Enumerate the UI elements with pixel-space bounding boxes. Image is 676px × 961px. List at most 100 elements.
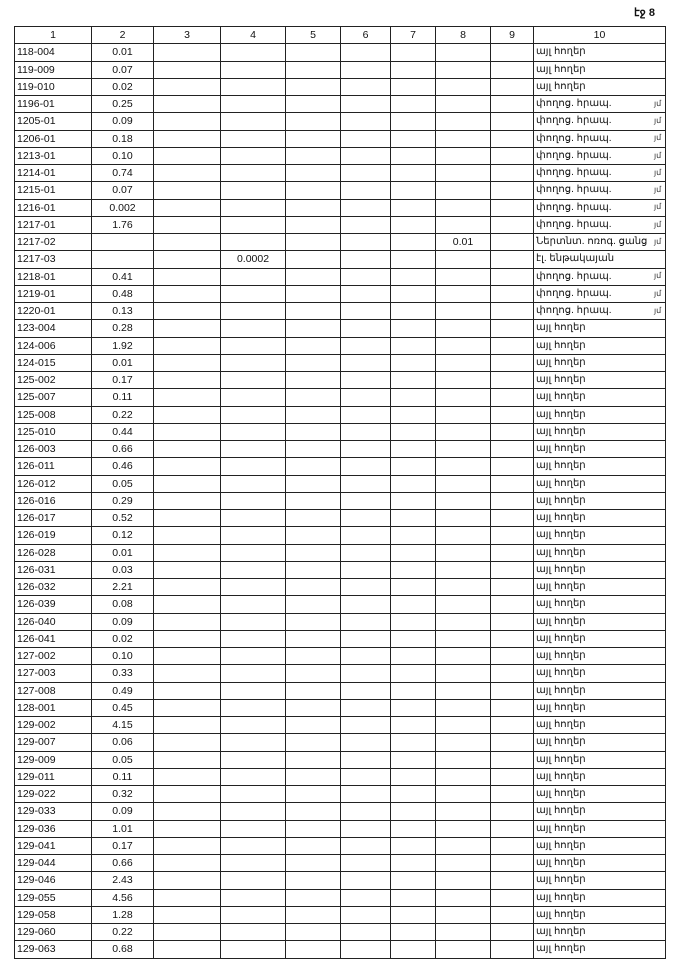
cell-col-4 — [220, 940, 286, 959]
cell-col-9 — [490, 750, 534, 769]
cell-col-6 — [340, 664, 391, 683]
cell-col-10: այլ հողեր — [533, 43, 666, 62]
cell-col-4 — [220, 457, 286, 476]
cell-col-8 — [435, 940, 491, 959]
cell-col-5 — [285, 819, 341, 838]
cell-col-8 — [435, 60, 491, 79]
cell-col-1: 124-015 — [14, 353, 92, 373]
cell-col-8 — [435, 422, 491, 442]
cell-col-2: 0.07 — [91, 60, 154, 79]
cell-col-8 — [435, 491, 491, 511]
cell-col-7 — [390, 422, 436, 442]
cell-col-4 — [220, 198, 286, 217]
cell-col-1: 125-008 — [14, 405, 92, 424]
cell-col-1: 129-011 — [14, 767, 92, 787]
cell-col-5 — [285, 733, 341, 752]
cell-col-1: 129-002 — [14, 715, 92, 735]
cell-col-8 — [435, 819, 491, 838]
cell-col-6 — [340, 112, 391, 131]
cell-col-3 — [153, 301, 221, 321]
column-header-10: 10 — [533, 25, 666, 45]
cell-col-7 — [390, 388, 436, 407]
cell-col-5 — [285, 422, 341, 442]
cell-col-9 — [490, 474, 534, 493]
cell-col-3 — [153, 715, 221, 735]
cell-col-7 — [390, 543, 436, 562]
cell-col-2: 0.52 — [91, 508, 154, 528]
table-row: 1205-01 0.09 փողոց. հրապ. — [14, 112, 666, 131]
cell-col-2: 0.25 — [91, 94, 154, 114]
cell-col-8 — [435, 163, 491, 183]
cell-col-10: այլ հողեր — [533, 819, 666, 838]
cell-col-5 — [285, 577, 341, 597]
land-table: 1 2 3 4 5 6 7 8 9 10 118-004 0.01 այլ հողեր 119-009 0… — [14, 25, 666, 959]
cell-col-3 — [153, 698, 221, 718]
cell-col-6 — [340, 77, 391, 97]
cell-col-6 — [340, 163, 391, 183]
cell-col-4 — [220, 681, 286, 700]
table-row: 1220-01 0.13 փողոց. հրապ. — [14, 301, 666, 321]
cell-col-4 — [220, 871, 286, 890]
cell-col-1: 124-006 — [14, 336, 92, 355]
cell-col-2: 0.10 — [91, 146, 154, 166]
cell-col-4 — [220, 646, 286, 666]
cell-col-3 — [153, 681, 221, 700]
cell-col-4 — [220, 474, 286, 493]
cell-col-10: փողոց. հրապ. — [533, 267, 666, 286]
cell-col-4 — [220, 819, 286, 838]
cell-col-6 — [340, 750, 391, 769]
cell-col-4 — [220, 922, 286, 942]
table-row: 129-009 0.05 այլ հողեր — [14, 750, 666, 769]
cell-col-7 — [390, 336, 436, 355]
cell-col-9 — [490, 215, 534, 235]
cell-col-9 — [490, 733, 534, 752]
cell-col-3 — [153, 784, 221, 804]
cell-col-5 — [285, 336, 341, 355]
cell-col-6 — [340, 319, 391, 338]
cell-col-9 — [490, 922, 534, 942]
cell-col-8 — [435, 215, 491, 235]
cell-col-2: 0.74 — [91, 163, 154, 183]
cell-col-2: 2.43 — [91, 871, 154, 890]
cell-col-9 — [490, 543, 534, 562]
cell-col-8 — [435, 474, 491, 493]
cell-col-3 — [153, 733, 221, 752]
cell-col-1: 1215-01 — [14, 181, 92, 200]
cell-col-7 — [390, 232, 436, 252]
cell-col-3 — [153, 819, 221, 838]
cell-col-9 — [490, 681, 534, 700]
cell-col-10: այլ հողեր — [533, 508, 666, 528]
cell-col-10: այլ հողեր — [533, 405, 666, 424]
cell-col-4 — [220, 405, 286, 424]
cell-col-5 — [285, 664, 341, 683]
cell-col-3 — [153, 405, 221, 424]
cell-col-5 — [285, 60, 341, 79]
cell-col-7 — [390, 353, 436, 373]
cell-col-2: 0.32 — [91, 784, 154, 804]
cell-col-10: փողոց. հրապ. — [533, 284, 666, 304]
cell-col-7 — [390, 784, 436, 804]
cell-col-2: 0.17 — [91, 836, 154, 856]
cell-col-1: 126-016 — [14, 491, 92, 511]
cell-col-3 — [153, 595, 221, 614]
cell-col-4 — [220, 543, 286, 562]
cell-col-7 — [390, 198, 436, 217]
cell-col-8 — [435, 353, 491, 373]
cell-col-8 — [435, 664, 491, 683]
table-row: 1214-01 0.74 փողոց. հրապ. — [14, 163, 666, 183]
cell-col-1: 1217-03 — [14, 250, 92, 269]
cell-col-1: 129-007 — [14, 733, 92, 752]
cell-col-5 — [285, 370, 341, 390]
table-row: 1216-01 0.002 փողոց. հրապ. — [14, 198, 666, 217]
cell-col-5 — [285, 319, 341, 338]
margin-mark: յմ — [654, 98, 662, 108]
cell-col-6 — [340, 888, 391, 907]
table-row: 127-003 0.33 այլ հողեր — [14, 664, 666, 683]
cell-col-4 — [220, 163, 286, 183]
cell-col-8 — [435, 370, 491, 390]
cell-col-5 — [285, 508, 341, 528]
cell-col-2: 0.66 — [91, 853, 154, 873]
cell-col-7 — [390, 698, 436, 718]
cell-col-10: այլ հողեր — [533, 784, 666, 804]
cell-col-9 — [490, 60, 534, 79]
